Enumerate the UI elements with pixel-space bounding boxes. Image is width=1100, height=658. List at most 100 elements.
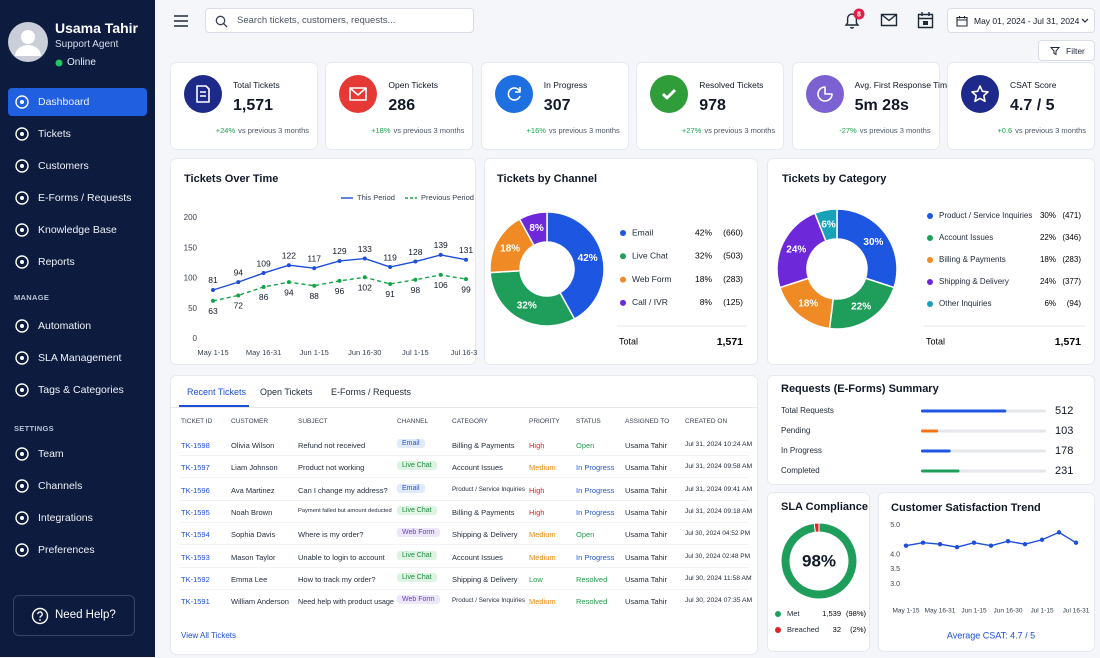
kpi-change-row: +18% vs previous 3 months bbox=[371, 126, 464, 135]
notifications-icon[interactable]: 8 bbox=[842, 8, 868, 32]
ticket-link[interactable]: TK-1598 bbox=[181, 441, 210, 450]
point bbox=[1056, 530, 1062, 535]
legend-label: This Period bbox=[357, 193, 395, 202]
sidebar: Usama Tahir Support Agent Online MANAGE … bbox=[0, 0, 155, 657]
menu-icon[interactable] bbox=[172, 13, 190, 29]
data-label: 72 bbox=[234, 301, 244, 311]
section-title: MANAGE bbox=[14, 293, 50, 302]
table-cell: Can I change my address? bbox=[298, 485, 388, 495]
ticket-link[interactable]: TK-1594 bbox=[181, 530, 210, 540]
tab[interactable]: E-Forms / Requests bbox=[331, 387, 412, 397]
nav-item[interactable]: Tags & Categories bbox=[8, 376, 147, 404]
data-label: 99 bbox=[461, 284, 471, 294]
legend-count: 32 bbox=[833, 625, 841, 634]
nav-item[interactable]: Channels bbox=[8, 472, 147, 500]
ticket-link[interactable]: TK-1597 bbox=[181, 463, 210, 473]
table-cell: Usama Tahir bbox=[625, 597, 667, 607]
legend-dot bbox=[620, 299, 626, 306]
kpi-icon bbox=[650, 75, 689, 113]
calendar-icon[interactable] bbox=[917, 11, 934, 29]
csat-card: Customer Satisfaction Trend 3.0 3.5 4.0 5.0 M… bbox=[878, 492, 1095, 652]
nav-item[interactable]: Integrations bbox=[8, 504, 147, 532]
column-header: CUSTOMER bbox=[231, 418, 269, 425]
ticket-link[interactable]: TK-1595 bbox=[181, 507, 210, 517]
nav-label: SLA Management bbox=[38, 352, 122, 364]
segment-label: 24% bbox=[786, 244, 806, 255]
view-all-link[interactable]: View All Tickets bbox=[181, 631, 236, 640]
icon-shape bbox=[20, 548, 24, 552]
nav-label: Tags & Categories bbox=[38, 384, 124, 396]
nav-item[interactable]: Reports bbox=[8, 248, 147, 276]
bar bbox=[921, 449, 951, 453]
column-header: CREATED ON bbox=[685, 418, 728, 425]
kpi-note: vs previous 3 months bbox=[548, 126, 620, 135]
table-cell: In Progress bbox=[576, 485, 615, 495]
point bbox=[464, 257, 468, 262]
date-range[interactable]: May 01, 2024 - Jul 31, 2024 bbox=[947, 8, 1095, 33]
nav-item[interactable]: Tickets bbox=[8, 120, 147, 148]
ticket-link[interactable]: TK-1591 bbox=[181, 597, 210, 607]
section-title: SETTINGS bbox=[14, 424, 54, 433]
point bbox=[920, 540, 926, 545]
nav-item[interactable]: Knowledge Base bbox=[8, 216, 147, 244]
data-label: 102 bbox=[358, 283, 372, 293]
kpi-value: 307 bbox=[543, 97, 571, 114]
row-divider bbox=[179, 499, 749, 501]
date-range-text: May 01, 2024 - Jul 31, 2024 bbox=[974, 16, 1080, 26]
table-cell: Medium bbox=[529, 552, 556, 562]
table-cell: Usama Tahir bbox=[625, 441, 667, 450]
data-label: 81 bbox=[208, 275, 218, 285]
bar-label: In Progress bbox=[781, 446, 822, 455]
y-tick-label: 5.0 bbox=[890, 522, 900, 529]
filter-icon bbox=[1050, 47, 1060, 56]
data-label: 139 bbox=[434, 240, 448, 250]
search-box[interactable]: Search tickets, customers, requests... bbox=[205, 8, 474, 33]
kpi-card: Open Tickets 286 +18% vs previous 3 months bbox=[325, 62, 474, 150]
channel-badge: Live Chat bbox=[397, 572, 437, 582]
nav-item[interactable]: E-Forms / Requests bbox=[8, 184, 147, 212]
mail-icon[interactable] bbox=[880, 12, 899, 28]
icon-shape bbox=[15, 479, 29, 493]
tab[interactable]: Recent Tickets bbox=[187, 387, 247, 397]
point bbox=[988, 543, 994, 548]
filter-button[interactable]: Filter bbox=[1038, 40, 1095, 61]
icon-shape bbox=[20, 484, 24, 488]
nav-item[interactable]: SLA Management bbox=[8, 344, 147, 372]
chart-title: Tickets by Category bbox=[782, 173, 887, 185]
legend-dot bbox=[775, 611, 781, 617]
legend-label: Breached bbox=[787, 625, 819, 634]
nav-item[interactable]: Automation bbox=[8, 312, 147, 340]
x-tick-label: Jul 16-31 bbox=[1063, 608, 1090, 615]
table-cell: Payment failed but amount deducted bbox=[298, 507, 392, 514]
nav-item[interactable]: Customers bbox=[8, 152, 147, 180]
kpi-label: Avg. First Response Time bbox=[854, 80, 952, 90]
icon-shape bbox=[15, 127, 29, 141]
icon-shape bbox=[15, 319, 29, 333]
point bbox=[261, 271, 266, 276]
donut-chart: SLA Compliance 98% Met 1,539 (98%) Breached 32… bbox=[775, 501, 868, 634]
legend-label: Account Issues bbox=[939, 233, 993, 242]
nav-item[interactable]: Dashboard bbox=[8, 88, 147, 116]
legend-dot bbox=[927, 257, 933, 263]
bar-value: 178 bbox=[1055, 445, 1073, 457]
point bbox=[286, 263, 291, 268]
icon-shape bbox=[20, 196, 24, 200]
table-cell: Usama Tahir bbox=[625, 507, 667, 517]
tab[interactable]: Open Tickets bbox=[260, 387, 313, 397]
point bbox=[388, 281, 393, 286]
ticket-link[interactable]: TK-1593 bbox=[181, 552, 210, 562]
nav-item[interactable]: Preferences bbox=[8, 536, 147, 564]
legend-label: Call / IVR bbox=[632, 297, 668, 307]
kpi-label: In Progress bbox=[543, 80, 588, 90]
kpi-note: vs previous 3 months bbox=[704, 126, 776, 135]
icon-shape bbox=[15, 255, 29, 269]
bar-label: Pending bbox=[781, 426, 810, 435]
ticket-link[interactable]: TK-1596 bbox=[181, 485, 210, 495]
line-chart: Tickets Over Time 0 50 100 150 200 May 1-15 May… bbox=[184, 173, 482, 357]
legend-value: (98%) bbox=[846, 609, 867, 618]
bar-track bbox=[921, 429, 1046, 433]
nav-item[interactable]: Team bbox=[8, 440, 147, 468]
ticket-link[interactable]: TK-1592 bbox=[181, 574, 210, 584]
help-box[interactable]: Need Help? bbox=[13, 595, 135, 636]
point bbox=[286, 280, 291, 285]
